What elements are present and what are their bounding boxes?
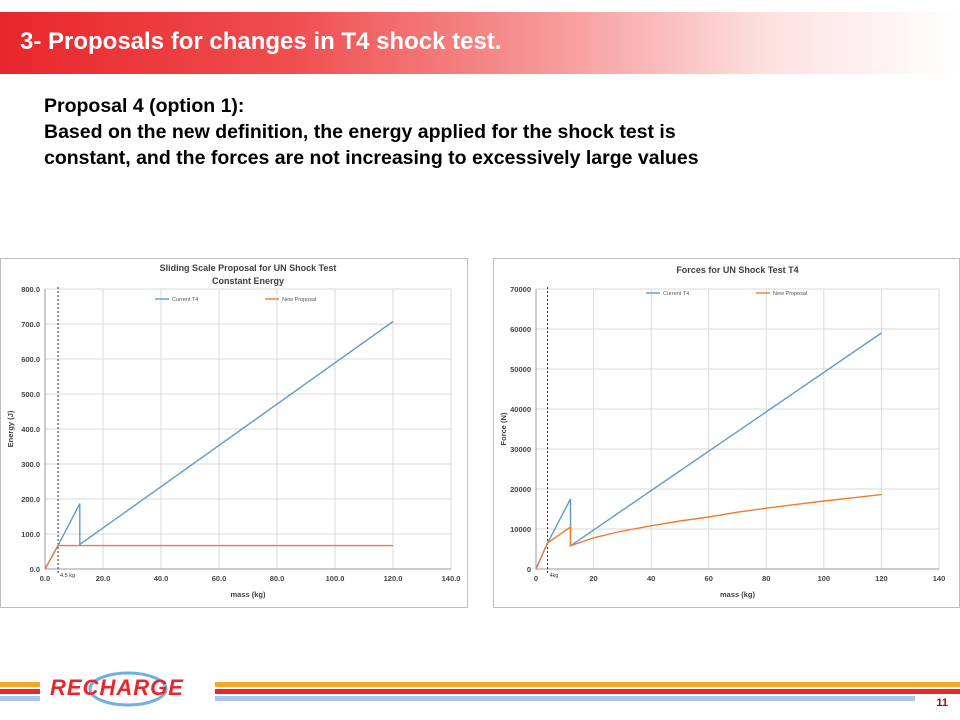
- legend-label: Current T4: [172, 297, 198, 303]
- x-tick-label: 20: [589, 574, 597, 583]
- chart-subtitle: Constant Energy: [212, 276, 284, 286]
- series-line-new-proposal: [535, 493, 882, 570]
- mass-marker-label: 4.5 kg: [60, 573, 75, 579]
- y-tick-label: 800.0: [21, 285, 40, 294]
- force-chart: 0 20 40 60 80 100 120 140 0 10000 20000 30000 40000 5…: [493, 258, 960, 608]
- x-tick-label: 120: [875, 574, 888, 583]
- footer-stripes: [0, 671, 960, 707]
- y-tick-label: 100.0: [21, 530, 40, 539]
- y-axis-title: Energy (J): [6, 410, 15, 447]
- footer-stripe: [0, 696, 40, 701]
- x-tick-label: 40.0: [154, 574, 169, 583]
- x-tick-label: 80: [762, 574, 770, 583]
- energy-chart-svg: 0.0 20.0 40.0 60.0 80.0 100.0 120.0 140.0 0.0 100…: [6, 263, 461, 599]
- y-tick-label: 30000: [510, 445, 531, 454]
- recharge-logo: RECHARGE: [50, 675, 184, 700]
- y-tick-label: 50000: [510, 365, 531, 374]
- energy-chart: 0.0 20.0 40.0 60.0 80.0 100.0 120.0 140.0 0.0 100…: [0, 258, 468, 608]
- y-tick-label: 500.0: [21, 390, 40, 399]
- y-tick-label: 10000: [510, 525, 531, 534]
- x-tick-label: 100: [818, 574, 831, 583]
- x-tick-label: 0: [534, 574, 538, 583]
- x-tick-label: 140.0: [442, 574, 461, 583]
- slide-title: 3- Proposals for changes in T4 shock tes…: [20, 28, 502, 55]
- x-tick-label: 100.0: [326, 574, 345, 583]
- x-tick-label: 0.0: [40, 574, 50, 583]
- body-line: Based on the new definition, the energy …: [44, 121, 676, 143]
- y-axis-title: Force (N): [499, 412, 508, 445]
- x-tick-label: 80.0: [270, 574, 285, 583]
- y-tick-label: 20000: [510, 485, 531, 494]
- footer-stripe: [0, 689, 40, 694]
- logo-swoosh: [88, 671, 168, 707]
- x-tick-label: 120.0: [384, 574, 403, 583]
- mass-marker-label: 4kg: [550, 573, 559, 579]
- page-number: 11: [936, 697, 948, 709]
- footer-stripe: [215, 696, 915, 701]
- y-tick-label: 600.0: [21, 355, 40, 364]
- footer-stripe: [215, 689, 960, 694]
- x-tick-label: 140: [933, 574, 946, 583]
- footer-stripe: [215, 682, 960, 687]
- x-tick-label: 40: [647, 574, 655, 583]
- y-tick-label: 400.0: [21, 425, 40, 434]
- y-tick-label: 0.0: [30, 565, 40, 574]
- x-axis-title: mass (kg): [720, 590, 756, 599]
- footer-stripe: [0, 682, 40, 687]
- title-band: [0, 12, 960, 74]
- x-tick-label: 60: [705, 574, 713, 583]
- series-line-new-proposal: [44, 544, 393, 570]
- force-chart-svg: 0 20 40 60 80 100 120 140 0 10000 20000 30000 40000 5…: [499, 265, 946, 599]
- legend-label: New Proposal: [773, 291, 807, 297]
- y-tick-label: 200.0: [21, 495, 40, 504]
- x-tick-label: 20.0: [96, 574, 111, 583]
- body-line: constant, and the forces are not increas…: [44, 147, 699, 169]
- y-tick-label: 700.0: [21, 320, 40, 329]
- y-tick-label: 60000: [510, 325, 531, 334]
- body-line: Proposal 4 (option 1):: [44, 95, 245, 117]
- legend-label: Current T4: [663, 291, 689, 297]
- legend-label: New Proposal: [282, 297, 316, 303]
- x-axis-title: mass (kg): [230, 590, 266, 599]
- y-tick-label: 40000: [510, 405, 531, 414]
- y-tick-label: 300.0: [21, 460, 40, 469]
- x-tick-label: 60.0: [212, 574, 227, 583]
- chart-title: Forces for UN Shock Test T4: [676, 265, 798, 275]
- y-tick-label: 70000: [510, 285, 531, 294]
- chart-title: Sliding Scale Proposal for UN Shock Test: [160, 263, 337, 273]
- body-text: Proposal 4 (option 1): Based on the new …: [44, 93, 944, 171]
- y-tick-label: 0: [527, 565, 531, 574]
